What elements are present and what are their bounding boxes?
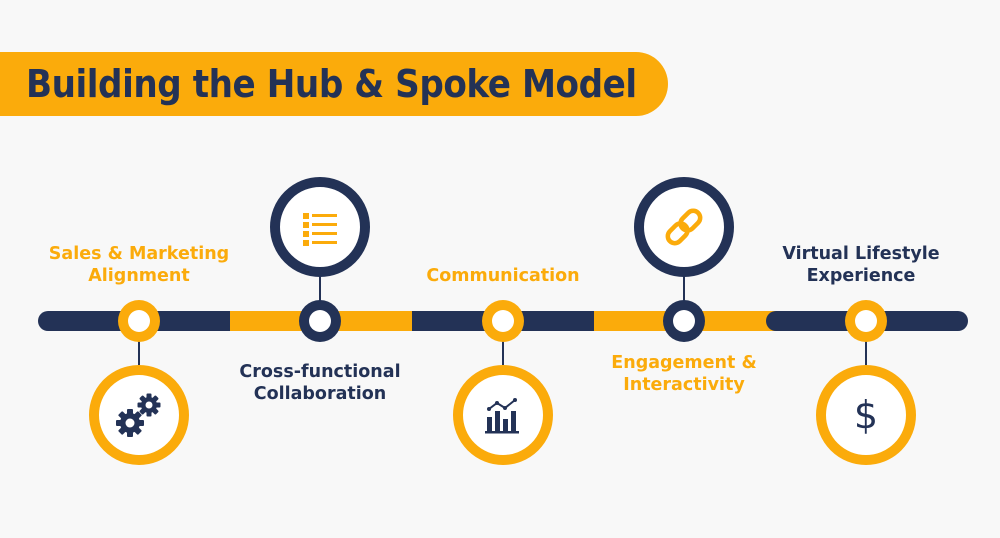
list-icon [270, 177, 370, 277]
step-label-communication: Communication [426, 266, 580, 286]
timeline-node [118, 300, 160, 342]
timeline-node [482, 300, 524, 342]
svg-text:$: $ [854, 393, 878, 437]
timeline-node [845, 300, 887, 342]
chart-icon [453, 365, 553, 465]
dollar-icon: $ [816, 365, 916, 465]
timeline-node [299, 300, 341, 342]
step-label-sales-marketing: Sales & Marketing Alignment [48, 244, 230, 286]
title-banner: Building the Hub & Spoke Model [0, 52, 668, 116]
page-title: Building the Hub & Spoke Model [26, 62, 637, 106]
step-label-cross-functional: Cross-functional Collaboration [239, 362, 401, 404]
gears-icon [89, 365, 189, 465]
timeline-node [663, 300, 705, 342]
step-label-engagement: Engagement & Interactivity [611, 353, 757, 395]
step-label-virtual-lifestyle: Virtual Lifestyle Experience [782, 244, 940, 286]
link-icon [634, 177, 734, 277]
